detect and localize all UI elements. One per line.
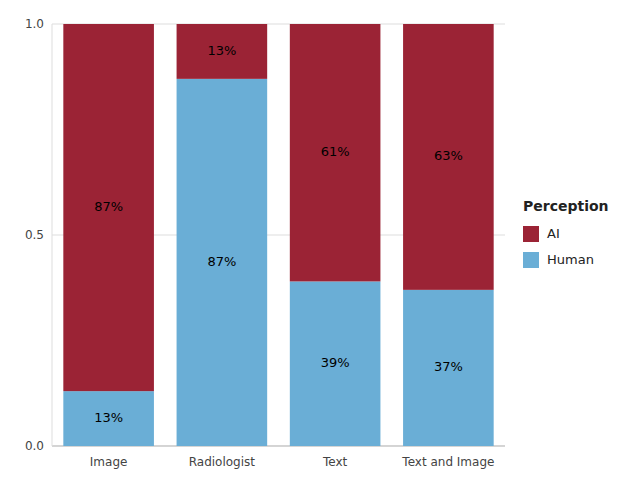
- chart-svg: 0.0 0.5 1.0 13% 87% 39% 37% 87% 13% 61% 63% Image Ra…: [0, 0, 640, 496]
- bars: [63, 24, 493, 446]
- legend: Perception AI Human: [523, 198, 609, 268]
- x-tick-label: Text: [322, 455, 348, 469]
- data-label: 63%: [434, 148, 463, 163]
- bar-segment: [403, 290, 494, 446]
- page: {"chart_data": {"type": "bar", "stacked"…: [0, 0, 640, 496]
- legend-label: AI: [547, 226, 560, 241]
- y-axis: 0.0 0.5 1.0: [25, 17, 44, 453]
- x-tick-label: Text and Image: [401, 455, 494, 469]
- chart-container: 0.0 0.5 1.0 13% 87% 39% 37% 87% 13% 61% 63% Image Ra…: [0, 0, 640, 496]
- bar-segment: [63, 24, 154, 391]
- y-axis-line: [52, 24, 53, 446]
- bar-segment: [290, 281, 381, 446]
- x-tick-label: Image: [90, 455, 128, 469]
- bar-segment: [290, 24, 381, 281]
- data-label: 13%: [207, 43, 236, 58]
- legend-swatch: [523, 226, 539, 242]
- legend-swatch: [523, 252, 539, 268]
- x-axis: Image Radiologist Text Text and Image: [90, 455, 495, 469]
- x-tick-label: Radiologist: [189, 455, 256, 469]
- data-label: 87%: [94, 199, 123, 214]
- y-tick-label: 1.0: [25, 17, 44, 31]
- data-label: 37%: [434, 359, 463, 374]
- grid: [52, 24, 505, 446]
- y-tick-label: 0.5: [25, 228, 44, 242]
- data-label: 13%: [94, 410, 123, 425]
- data-label: 61%: [321, 144, 350, 159]
- data-label: 87%: [207, 254, 236, 269]
- legend-label: Human: [547, 252, 594, 267]
- bar-segment: [177, 79, 268, 446]
- bar-segment: [177, 24, 268, 79]
- y-tick-label: 0.0: [25, 439, 44, 453]
- data-labels: 13% 87% 39% 37% 87% 13% 61% 63%: [94, 43, 463, 425]
- data-label: 39%: [321, 355, 350, 370]
- bar-segment: [63, 391, 154, 446]
- bar-segment: [403, 24, 494, 290]
- legend-title: Perception: [523, 198, 609, 214]
